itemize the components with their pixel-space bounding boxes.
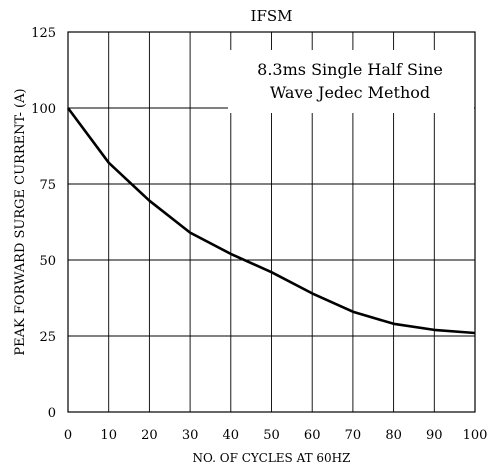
x-tick-label: 40: [223, 428, 240, 443]
y-tick-label: 50: [39, 254, 56, 269]
annotation-background: [228, 50, 474, 113]
x-tick-label: 30: [182, 428, 199, 443]
x-tick-label: 90: [426, 428, 443, 443]
y-tick-labels: 0 25 50 75 100 125: [31, 26, 56, 421]
x-axis-label: NO. OF CYCLES AT 60HZ: [193, 451, 351, 465]
annotation-line-1: 8.3ms Single Half Sine: [257, 60, 443, 79]
y-tick-label: 0: [48, 406, 56, 421]
series-line: [66, 107, 476, 335]
x-tick-label: 80: [385, 428, 402, 443]
x-tick-label: 60: [304, 428, 321, 443]
y-tick-label: 25: [39, 330, 56, 345]
chart-title: IFSM: [251, 7, 293, 25]
x-tick-label: 70: [345, 428, 362, 443]
y-tick-label: 100: [31, 102, 56, 117]
y-tick-label: 75: [39, 178, 56, 193]
x-tick-label: 100: [463, 428, 488, 443]
x-tick-labels: 0 10 20 30 40 50 60 70 80 90 100: [64, 428, 488, 443]
plot-frame: [67, 31, 476, 413]
annotation-line-2: Wave Jedec Method: [270, 83, 430, 102]
x-tick-label: 20: [141, 428, 158, 443]
x-tick-label: 0: [64, 428, 72, 443]
x-tick-label: 10: [100, 428, 117, 443]
y-axis-label: PEAK FORWARD SURGE CURRENT- (A): [13, 88, 28, 355]
x-tick-label: 50: [263, 428, 280, 443]
y-tick-label: 125: [31, 26, 56, 41]
